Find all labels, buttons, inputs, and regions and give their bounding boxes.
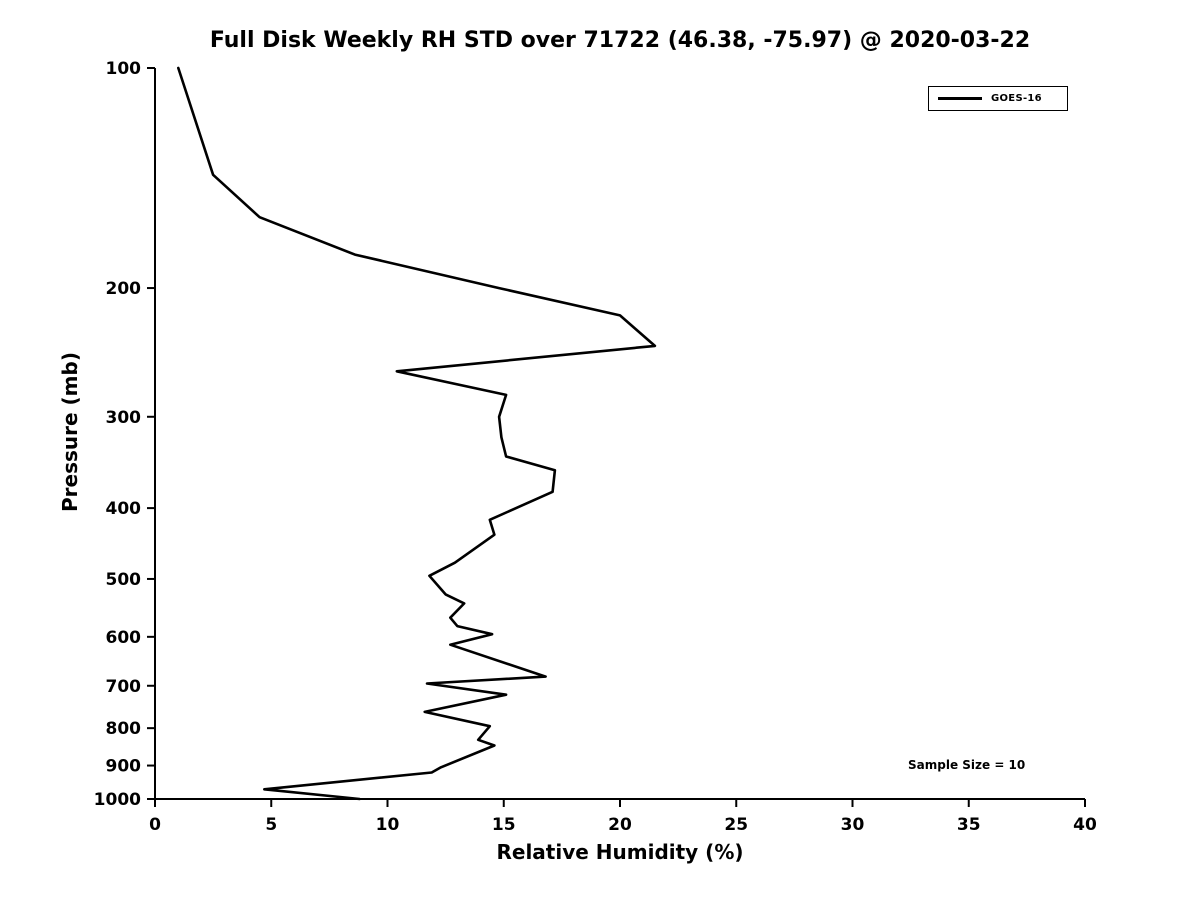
y-tick-label: 100 xyxy=(106,59,142,79)
y-tick-label: 1000 xyxy=(94,790,141,810)
y-tick-label: 600 xyxy=(106,628,142,648)
x-tick-label: 30 xyxy=(841,815,865,835)
y-tick-label: 800 xyxy=(106,719,142,739)
x-tick-label: 0 xyxy=(149,815,161,835)
x-tick-label: 25 xyxy=(724,815,748,835)
y-tick-label: 400 xyxy=(106,499,142,519)
sample-size-annotation: Sample Size = 10 xyxy=(908,758,1026,772)
legend-line-sample-icon xyxy=(938,97,982,100)
legend-series-label: GOES-16 xyxy=(991,93,1042,104)
legend: GOES-16 xyxy=(928,86,1068,111)
y-tick-label: 900 xyxy=(106,757,142,777)
y-tick-label: 500 xyxy=(106,570,142,590)
y-tick-label: 700 xyxy=(106,677,142,697)
y-tick-label: 300 xyxy=(106,408,142,428)
y-axis-label: Pressure (mb) xyxy=(58,352,82,512)
x-tick-label: 20 xyxy=(608,815,632,835)
chart-title: Full Disk Weekly RH STD over 71722 (46.3… xyxy=(209,28,1031,53)
x-tick-label: 40 xyxy=(1073,815,1097,835)
y-tick-label: 200 xyxy=(106,279,142,299)
rh-std-line xyxy=(177,66,657,801)
x-tick-label: 5 xyxy=(265,815,277,835)
x-tick-label: 15 xyxy=(492,815,516,835)
x-tick-label: 10 xyxy=(376,815,400,835)
x-axis-label: Relative Humidity (%) xyxy=(496,840,744,864)
x-tick-label: 35 xyxy=(957,815,981,835)
